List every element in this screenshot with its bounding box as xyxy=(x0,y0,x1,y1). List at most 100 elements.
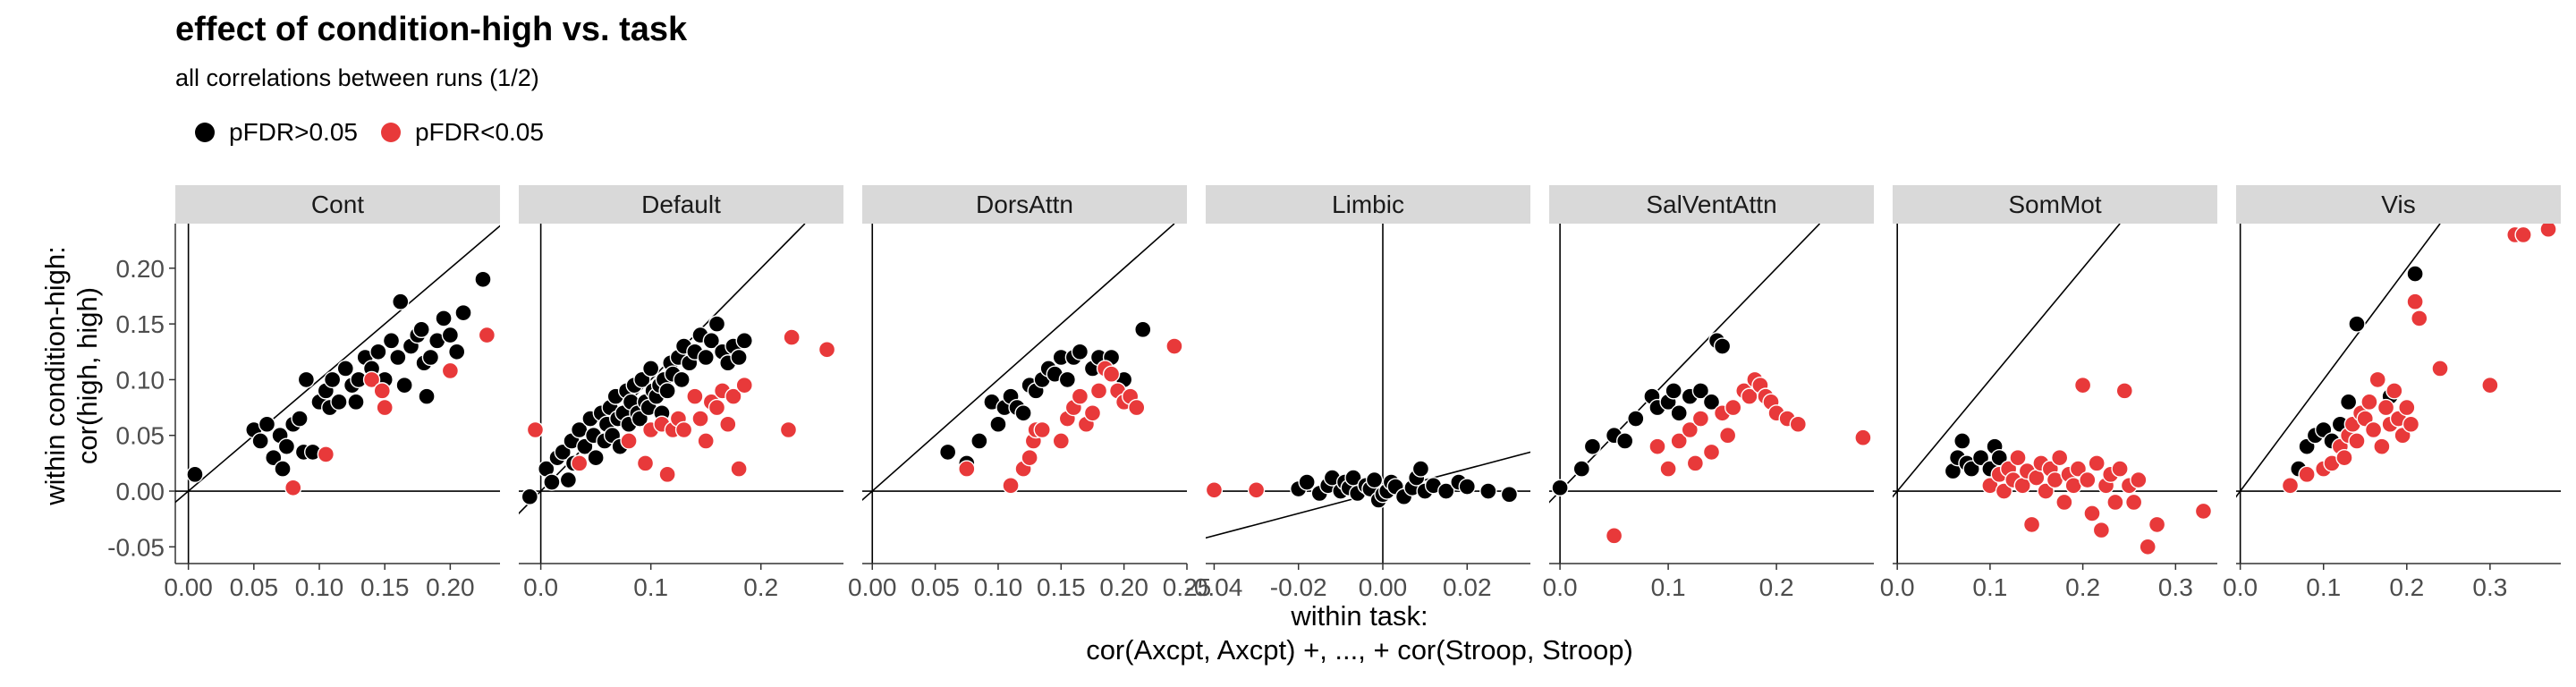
x-tick-label: 0.0 xyxy=(523,573,558,601)
x-axis-title-line1: within task: xyxy=(1291,600,1428,632)
point-pfdr-gt-005 xyxy=(2348,315,2366,333)
point-pfdr-gt-005 xyxy=(521,488,539,505)
point-pfdr-lt-005 xyxy=(1128,398,1146,417)
point-pfdr-gt-005 xyxy=(1298,473,1316,491)
legend-item-not-significant: pFDR>0.05 xyxy=(195,118,358,147)
x-tick-label: 0.0 xyxy=(2223,573,2258,601)
x-tick-label: -0.04 xyxy=(1186,573,1243,601)
point-pfdr-gt-005 xyxy=(697,348,715,367)
panel-plot-area xyxy=(175,224,500,564)
point-pfdr-gt-005 xyxy=(673,370,691,389)
point-pfdr-lt-005 xyxy=(620,432,638,450)
facet-strip-label: Cont xyxy=(311,191,364,218)
point-pfdr-lt-005 xyxy=(1854,428,1872,446)
facet-strip-label: Default xyxy=(641,191,721,218)
identity-line xyxy=(1893,224,2121,498)
point-pfdr-gt-005 xyxy=(708,315,726,333)
point-pfdr-gt-005 xyxy=(1458,478,1476,496)
point-pfdr-lt-005 xyxy=(2348,432,2366,450)
panel-plot-area xyxy=(519,224,843,564)
point-pfdr-lt-005 xyxy=(719,415,737,433)
point-pfdr-lt-005 xyxy=(570,454,589,472)
point-pfdr-lt-005 xyxy=(2481,376,2499,394)
point-pfdr-gt-005 xyxy=(186,465,204,484)
point-pfdr-lt-005 xyxy=(724,387,742,405)
point-pfdr-lt-005 xyxy=(783,328,801,346)
point-pfdr-lt-005 xyxy=(2009,448,2027,467)
point-pfdr-lt-005 xyxy=(2514,225,2532,244)
point-pfdr-lt-005 xyxy=(1071,387,1089,405)
point-pfdr-gt-005 xyxy=(1583,437,1602,455)
point-pfdr-lt-005 xyxy=(2079,471,2097,489)
point-pfdr-lt-005 xyxy=(708,398,726,417)
y-tick-label: 0.10 xyxy=(116,366,165,394)
point-pfdr-gt-005 xyxy=(1702,393,1721,411)
point-pfdr-lt-005 xyxy=(735,376,753,394)
point-pfdr-gt-005 xyxy=(1411,460,1430,478)
point-pfdr-lt-005 xyxy=(697,432,715,450)
x-tick-label: 0.1 xyxy=(2306,573,2341,601)
point-pfdr-gt-005 xyxy=(251,432,269,450)
point-pfdr-lt-005 xyxy=(2130,471,2148,489)
x-axis-title-line2: cor(Axcpt, Axcpt) +, ..., + cor(Stroop, … xyxy=(1086,634,1633,666)
identity-line xyxy=(2236,224,2441,498)
identity-line xyxy=(862,224,1175,502)
x-tick-label: 0.1 xyxy=(633,573,668,601)
point-pfdr-gt-005 xyxy=(277,437,296,455)
point-pfdr-lt-005 xyxy=(1033,420,1051,439)
point-pfdr-lt-005 xyxy=(1089,382,1108,400)
y-tick-label: -0.05 xyxy=(107,533,165,561)
point-pfdr-lt-005 xyxy=(2402,415,2420,433)
x-tick-label: 0.0 xyxy=(1880,573,1915,601)
point-pfdr-gt-005 xyxy=(730,348,748,367)
point-pfdr-gt-005 xyxy=(543,473,561,491)
point-pfdr-gt-005 xyxy=(392,293,410,310)
y-tick-label: 0.00 xyxy=(116,478,165,505)
point-pfdr-lt-005 xyxy=(2373,437,2391,455)
x-tick-label: 0.02 xyxy=(1443,573,1492,601)
x-tick-label: 0.15 xyxy=(360,573,410,601)
facet-strip xyxy=(1893,185,2217,224)
point-pfdr-gt-005 xyxy=(330,393,348,411)
point-pfdr-gt-005 xyxy=(297,370,316,389)
point-pfdr-lt-005 xyxy=(2115,382,2133,400)
point-pfdr-lt-005 xyxy=(2406,293,2424,310)
point-pfdr-gt-005 xyxy=(702,332,721,350)
facet-strip xyxy=(2236,185,2561,224)
point-pfdr-gt-005 xyxy=(1615,432,1634,450)
identity-line xyxy=(1206,451,1530,539)
panel-plot-area xyxy=(862,224,1187,564)
legend-label-not-significant: pFDR>0.05 xyxy=(229,118,358,146)
chart-title: effect of condition-high vs. task xyxy=(175,11,688,48)
point-pfdr-gt-005 xyxy=(658,382,676,400)
point-pfdr-lt-005 xyxy=(1052,432,1071,450)
point-pfdr-lt-005 xyxy=(658,465,676,484)
point-pfdr-lt-005 xyxy=(1686,454,1705,472)
legend-item-significant: pFDR<0.05 xyxy=(380,118,544,147)
point-pfdr-gt-005 xyxy=(1665,382,1682,400)
point-pfdr-gt-005 xyxy=(1572,460,1591,478)
point-pfdr-gt-005 xyxy=(347,393,365,411)
point-pfdr-lt-005 xyxy=(441,361,460,380)
x-tick-label: 0.0 xyxy=(1543,573,1578,601)
point-pfdr-lt-005 xyxy=(636,454,655,472)
point-pfdr-gt-005 xyxy=(1071,343,1089,360)
point-pfdr-lt-005 xyxy=(2398,398,2416,417)
point-pfdr-gt-005 xyxy=(1962,460,1980,478)
point-pfdr-gt-005 xyxy=(435,310,453,327)
point-pfdr-lt-005 xyxy=(1702,443,1721,462)
identity-line xyxy=(519,224,806,515)
x-tick-label: -0.02 xyxy=(1270,573,1327,601)
point-pfdr-lt-005 xyxy=(2539,224,2557,238)
x-tick-label: 0.2 xyxy=(2065,573,2100,601)
x-tick-label: 0.00 xyxy=(1359,573,1408,601)
point-pfdr-lt-005 xyxy=(958,460,976,478)
point-pfdr-lt-005 xyxy=(2092,521,2111,539)
point-pfdr-lt-005 xyxy=(818,341,836,359)
facet-strip xyxy=(519,185,843,224)
point-pfdr-lt-005 xyxy=(1724,398,1742,417)
point-pfdr-gt-005 xyxy=(1971,448,1990,467)
point-pfdr-gt-005 xyxy=(1365,471,1384,489)
legend: pFDR>0.05 pFDR<0.05 xyxy=(195,114,567,150)
